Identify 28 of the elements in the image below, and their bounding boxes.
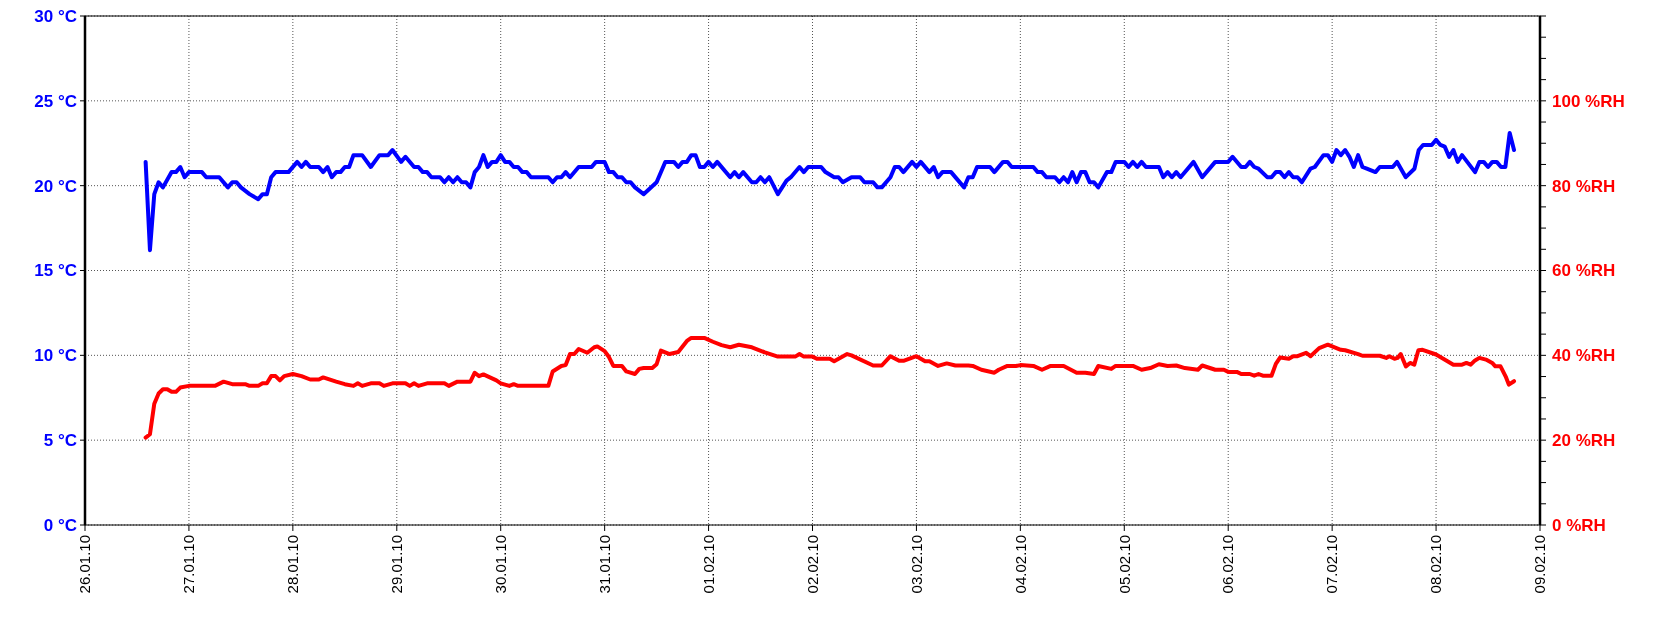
y-tick-label: 10 °C <box>34 346 77 366</box>
x-tick-label: 28.01.10 <box>284 535 302 594</box>
x-tick-label: 08.02.10 <box>1427 535 1445 594</box>
y-tick-label: 0 °C <box>43 515 77 535</box>
x-tick-label: 03.02.10 <box>907 535 925 594</box>
x-tick-label: 01.02.10 <box>699 535 717 594</box>
y2-tick-label: 0 %RH <box>1552 515 1606 535</box>
y2-tick-label: 40 %RH <box>1552 346 1616 366</box>
y2-tick-label: 80 %RH <box>1552 176 1616 196</box>
x-tick-label: 27.01.10 <box>180 535 198 594</box>
y-tick-label: 5 °C <box>43 431 77 451</box>
x-tick-label: 29.01.10 <box>388 535 406 594</box>
y-tick-label: 20 °C <box>34 176 77 196</box>
y2-tick-label: 100 %RH <box>1552 91 1625 111</box>
x-tick-label: 06.02.10 <box>1219 535 1237 594</box>
y2-tick-label: 60 %RH <box>1552 261 1616 281</box>
y2-tick-label: 20 %RH <box>1552 431 1616 451</box>
x-tick-label: 30.01.10 <box>491 535 509 594</box>
y-tick-label: 30 °C <box>34 6 77 26</box>
x-tick-label: 09.02.10 <box>1531 535 1549 594</box>
x-tick-label: 31.01.10 <box>595 535 613 594</box>
x-tick-label: 26.01.10 <box>76 535 94 594</box>
y-tick-label: 15 °C <box>34 261 77 281</box>
x-tick-label: 04.02.10 <box>1011 535 1029 594</box>
x-tick-label: 07.02.10 <box>1323 535 1341 594</box>
x-tick-label: 05.02.10 <box>1115 535 1133 594</box>
x-tick-label: 02.02.10 <box>803 535 821 594</box>
y-tick-label: 25 °C <box>34 91 77 111</box>
